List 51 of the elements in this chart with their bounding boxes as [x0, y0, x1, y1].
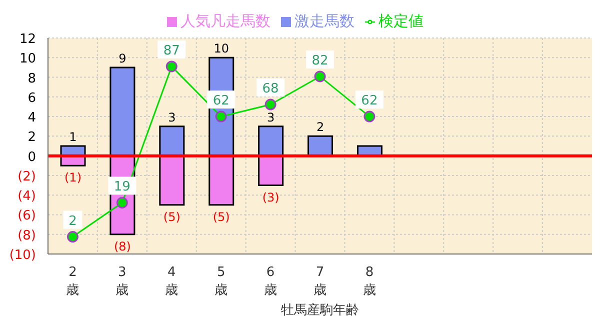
y-tick-label: 4 — [28, 110, 36, 126]
y-tick-label: 8 — [28, 71, 36, 86]
legend-label: 人気凡走馬数 — [180, 12, 270, 30]
data-label: 3 — [267, 110, 275, 124]
data-label: (8) — [114, 239, 131, 254]
point — [264, 98, 276, 110]
y-tick-label: (8) — [18, 228, 36, 244]
data-label: 62 — [361, 94, 378, 109]
x-tick-label: 2 歳 — [66, 265, 80, 298]
data-label: 19 — [114, 180, 130, 195]
y-tick-label: 6 — [28, 90, 36, 106]
data-label: (5) — [163, 210, 180, 224]
x-tick-label: 8 歳 — [362, 265, 376, 298]
bar — [258, 155, 284, 186]
data-label: 82 — [312, 53, 328, 68]
bar — [159, 155, 185, 206]
point — [364, 110, 376, 122]
x-tick-label: 7 歳 — [314, 265, 326, 298]
y-tick-label: (4) — [18, 189, 36, 204]
data-label: 1 — [69, 130, 77, 144]
data-label: (3) — [262, 190, 280, 204]
point — [166, 60, 178, 72]
x-tick-label: 5 歳 — [214, 265, 228, 298]
y-tick-label: 2 — [28, 130, 36, 146]
data-label: 2 — [68, 214, 77, 229]
legend-label: 激走馬数 — [294, 12, 354, 30]
x-tick-label: 6 歳 — [264, 265, 278, 298]
data-label: 68 — [262, 82, 279, 97]
legend-label: 検定値 — [378, 12, 424, 30]
y-tick-label: 0 — [28, 150, 36, 165]
point — [116, 196, 128, 208]
x-axis-title: 牡馬産駒年齢 — [281, 302, 359, 318]
y-tick-label: (10) — [9, 248, 36, 263]
bar — [208, 155, 234, 206]
point — [314, 70, 326, 82]
point — [66, 231, 78, 243]
data-label: (1) — [64, 170, 82, 185]
y-tick-label: (2) — [18, 169, 36, 184]
data-label: 9 — [118, 51, 126, 66]
y-tick-label: (6) — [18, 208, 36, 224]
y-tick-label: 12 — [19, 32, 36, 47]
point — [215, 110, 227, 122]
data-label: 10 — [214, 42, 230, 56]
y-tick-label: 10 — [19, 52, 36, 67]
x-tick-label: 3 歳 — [116, 265, 129, 298]
data-label: (5) — [212, 210, 230, 224]
x-tick-label: 4 歳 — [165, 265, 178, 298]
data-label: 2 — [316, 120, 324, 134]
data-label: 62 — [212, 94, 230, 109]
data-label: 87 — [163, 43, 180, 58]
data-label: 3 — [168, 110, 176, 124]
